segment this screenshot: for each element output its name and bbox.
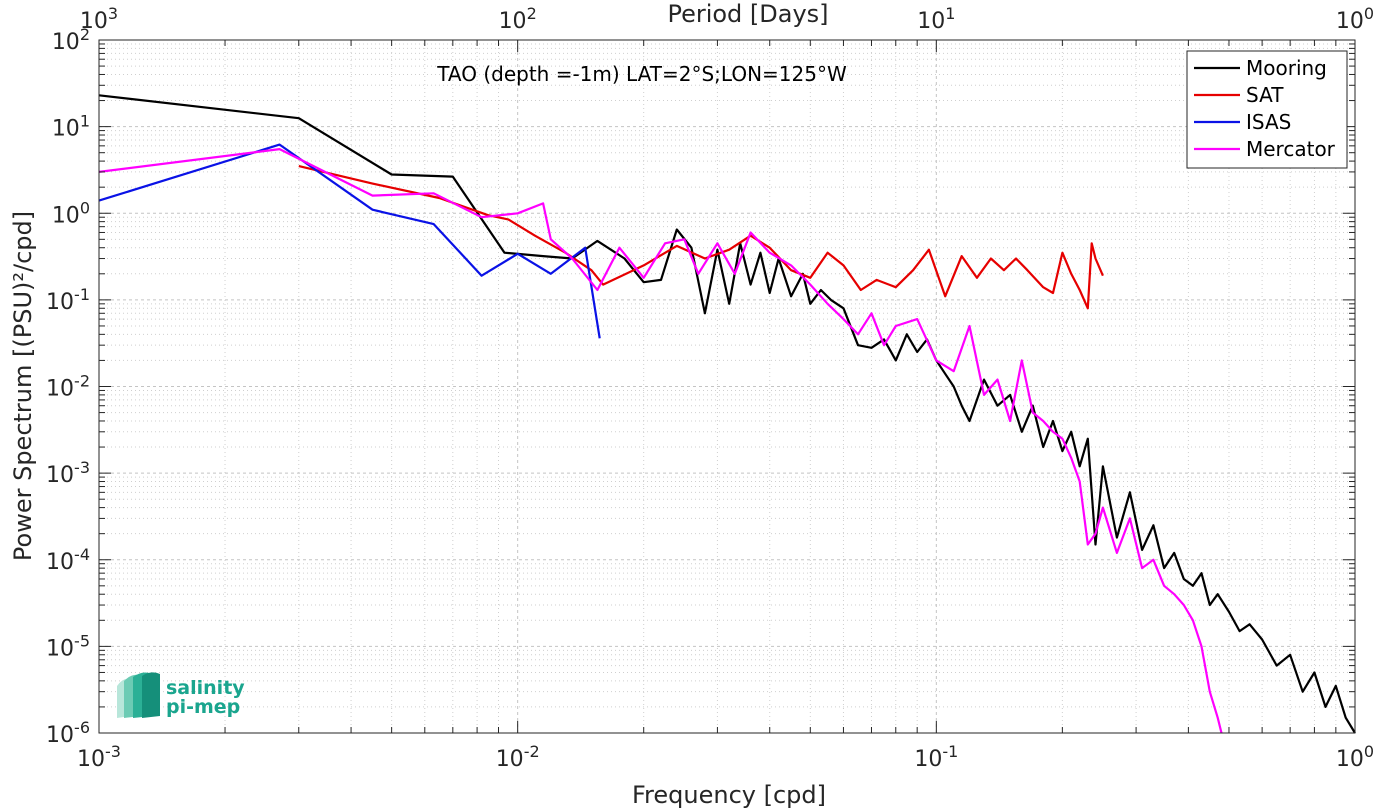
legend: Mooring SAT ISAS Mercator xyxy=(1186,50,1348,169)
top-tick-labels: 103 102 101 100 xyxy=(80,4,1374,34)
top-x-axis-title: Period [Days] xyxy=(667,0,828,28)
chart-annotation: TAO (depth =-1m) LAT=2°S;LON=125°W xyxy=(436,62,847,86)
series-line-isas xyxy=(98,143,601,339)
logo-wave-icon xyxy=(117,672,160,718)
series-line-sat xyxy=(298,165,1104,310)
top-x-tick-label: 102 xyxy=(499,4,537,34)
y-axis-title: Power Spectrum [(PSU)²/cpd] xyxy=(9,211,37,561)
series-layer xyxy=(98,94,1356,734)
y-tick-label: 10-4 xyxy=(46,545,90,575)
bottom-tick-labels: 10-3 10-2 10-1 100 xyxy=(77,742,1374,772)
series-line-mercator xyxy=(98,148,1223,734)
legend-label-isas: ISAS xyxy=(1246,110,1291,134)
tick-marks xyxy=(98,39,1356,734)
y-tick-label: 100 xyxy=(52,198,90,228)
x-tick-label: 100 xyxy=(1336,742,1374,772)
logo-line1: salinity xyxy=(166,677,245,699)
y-tick-label: 101 xyxy=(52,112,90,142)
salinity-pi-mep-logo: salinity pi-mep xyxy=(117,672,245,718)
top-x-tick-label: 101 xyxy=(917,4,955,34)
y-tick-label: 10-5 xyxy=(46,631,90,661)
x-tick-label: 10-1 xyxy=(914,742,958,772)
top-x-tick-label: 103 xyxy=(80,4,118,34)
legend-entries: Mooring SAT ISAS Mercator xyxy=(1194,56,1336,161)
x-tick-label: 10-3 xyxy=(77,742,121,772)
legend-label-sat: SAT xyxy=(1246,83,1284,107)
y-tick-labels: 102 101 100 10-1 10-2 10-3 10-4 10-5 10-6 xyxy=(46,25,90,748)
y-tick-label: 102 xyxy=(52,25,90,55)
legend-label-mooring: Mooring xyxy=(1246,56,1327,80)
y-tick-label: 10-2 xyxy=(46,372,90,402)
y-tick-label: 10-3 xyxy=(46,458,90,488)
minor-grid xyxy=(99,40,1355,733)
y-tick-label: 10-1 xyxy=(46,285,90,315)
logo-line2: pi-mep xyxy=(166,696,240,718)
legend-label-mercator: Mercator xyxy=(1246,137,1336,161)
top-x-tick-label: 100 xyxy=(1336,4,1374,34)
x-tick-label: 10-2 xyxy=(496,742,540,772)
x-axis-title: Frequency [cpd] xyxy=(632,781,826,809)
y-tick-label: 10-6 xyxy=(46,718,90,748)
